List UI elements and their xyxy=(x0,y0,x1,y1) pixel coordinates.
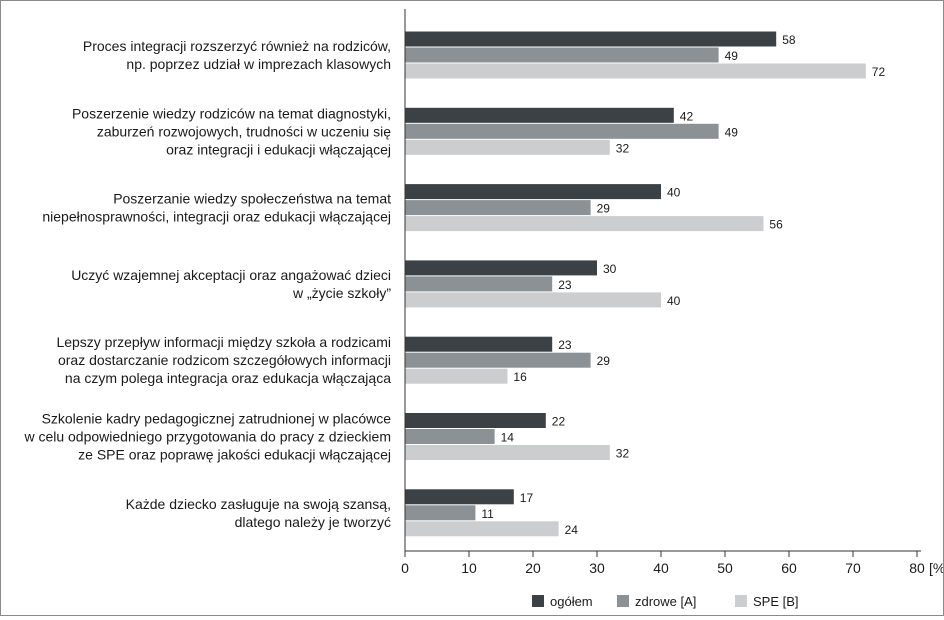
legend-label: ogółem xyxy=(550,594,593,609)
data-label: 30 xyxy=(603,262,617,276)
data-label: 23 xyxy=(558,338,572,352)
data-label: 29 xyxy=(597,354,611,368)
x-tick-label: 20 xyxy=(525,560,541,576)
x-tick-label: 60 xyxy=(781,560,797,576)
category-label-line: oraz integracji i edukacji włączającej xyxy=(166,141,391,157)
bar-zdrowe-a- xyxy=(405,47,719,63)
data-label: 14 xyxy=(501,431,515,445)
data-label: 16 xyxy=(513,370,527,384)
bar-og-em xyxy=(405,184,661,200)
x-axis: 0 10 20 30 40 50 60 70 80 [%] xyxy=(401,9,944,576)
bar-og-em xyxy=(405,336,553,352)
bar-zdrowe-a- xyxy=(405,200,591,216)
data-label: 32 xyxy=(616,447,630,461)
category-label: Poszerzanie wiedzy społeczeństwa na tema… xyxy=(42,191,391,225)
data-label: 49 xyxy=(725,49,739,63)
legend-swatch xyxy=(735,595,747,607)
category-label-line: niepełnosprawności, integracji oraz eduk… xyxy=(42,209,391,225)
category-label: Proces integracji rozszerzyć również na … xyxy=(83,38,391,72)
bar-spe-b- xyxy=(405,216,764,232)
category-label-line: Lepszy przepływ informacji między szkoła… xyxy=(56,334,391,350)
category-label-line: Proces integracji rozszerzyć również na … xyxy=(83,38,391,54)
category-label-line: oraz dostarczanie rodzicom szczegółowych… xyxy=(58,352,391,368)
data-label: 23 xyxy=(558,278,572,292)
legend: ogółem zdrowe [A] SPE [B] xyxy=(532,594,799,609)
data-label: 40 xyxy=(667,294,681,308)
bar-og-em xyxy=(405,260,597,276)
category-label-line: Szkolenie kadry pedagogicznej zatrudnion… xyxy=(42,411,392,427)
category-label-line: Każde dziecko zasługuje na swoją szansą, xyxy=(126,496,391,512)
bar-spe-b- xyxy=(405,139,610,155)
category-label-line: Poszerzanie wiedzy społeczeństwa na tema… xyxy=(113,191,391,207)
category-label-line: dlatego należy je tworzyć xyxy=(235,514,391,530)
x-tick-label: 0 xyxy=(401,560,409,576)
category-label-line: np. poprzez udział w imprezach klasowych xyxy=(126,56,391,72)
x-tick-label: 10 xyxy=(461,560,477,576)
bar-spe-b- xyxy=(405,368,508,384)
bar-og-em xyxy=(405,31,777,47)
category-label-line: Uczyć wzajemnej akceptacji oraz angażowa… xyxy=(71,267,391,283)
bar-zdrowe-a- xyxy=(405,123,719,139)
x-tick-label: 80 xyxy=(909,560,925,576)
category-label: Poszerzenie wiedzy rodziców na temat dia… xyxy=(72,105,391,157)
data-label: 22 xyxy=(552,415,566,429)
legend-label: SPE [B] xyxy=(753,594,799,609)
bar-zdrowe-a- xyxy=(405,429,495,444)
category-label-line: na czym polega integracja oraz edukacja … xyxy=(65,370,391,386)
bar-spe-b- xyxy=(405,521,559,537)
data-label: 29 xyxy=(597,202,611,216)
bar-zdrowe-a- xyxy=(405,276,553,292)
data-label: 42 xyxy=(680,109,694,123)
category-label: Każde dziecko zasługuje na swoją szansą,… xyxy=(126,496,391,530)
legend-label: zdrowe [A] xyxy=(635,594,696,609)
data-label: 40 xyxy=(667,186,681,200)
bar-og-em xyxy=(405,489,514,505)
bar-zdrowe-a- xyxy=(405,505,476,521)
category-label-line: ze SPE oraz poprawę jakości edukacji włą… xyxy=(78,447,391,463)
x-tick-label: 30 xyxy=(589,560,605,576)
data-label: 56 xyxy=(769,218,783,232)
legend-swatch xyxy=(617,595,629,607)
category-label-line: w „życie szkoły” xyxy=(292,285,391,301)
x-tick-label: 40 xyxy=(653,560,669,576)
x-tick-label: 70 xyxy=(845,560,861,576)
category-label: Lepszy przepływ informacji między szkoła… xyxy=(56,334,391,386)
x-tick-label: 50 xyxy=(717,560,733,576)
bar-og-em xyxy=(405,413,546,428)
data-label: 17 xyxy=(520,491,534,505)
data-label: 32 xyxy=(616,141,630,155)
bar-spe-b- xyxy=(405,445,610,460)
bars xyxy=(405,31,866,537)
value-labels: 58 49 72 42 49 32 40 29 56 30 23 40 23 29 16 22 14 32 17 11… xyxy=(481,33,885,537)
category-label: Uczyć wzajemnej akceptacji oraz angażowa… xyxy=(71,267,391,301)
category-label: Szkolenie kadry pedagogicznej zatrudnion… xyxy=(23,411,391,463)
category-labels: Proces integracji rozszerzyć również na … xyxy=(23,38,391,530)
bar-spe-b- xyxy=(405,63,866,79)
bar-zdrowe-a- xyxy=(405,352,591,368)
data-label: 72 xyxy=(872,65,886,79)
data-label: 24 xyxy=(565,523,579,537)
x-axis-unit: [%] xyxy=(929,560,943,576)
data-label: 58 xyxy=(782,33,796,47)
category-label-line: zaburzeń rozwojowych, trudności w uczeni… xyxy=(97,123,391,139)
data-label: 49 xyxy=(725,125,739,139)
bar-og-em xyxy=(405,107,674,123)
data-label: 11 xyxy=(481,507,494,521)
category-label-line: Poszerzenie wiedzy rodziców na temat dia… xyxy=(72,105,391,121)
category-label-line: w celu odpowiedniego przygotowania do pr… xyxy=(23,429,391,445)
bar-spe-b- xyxy=(405,292,661,308)
legend-swatch xyxy=(532,595,544,607)
